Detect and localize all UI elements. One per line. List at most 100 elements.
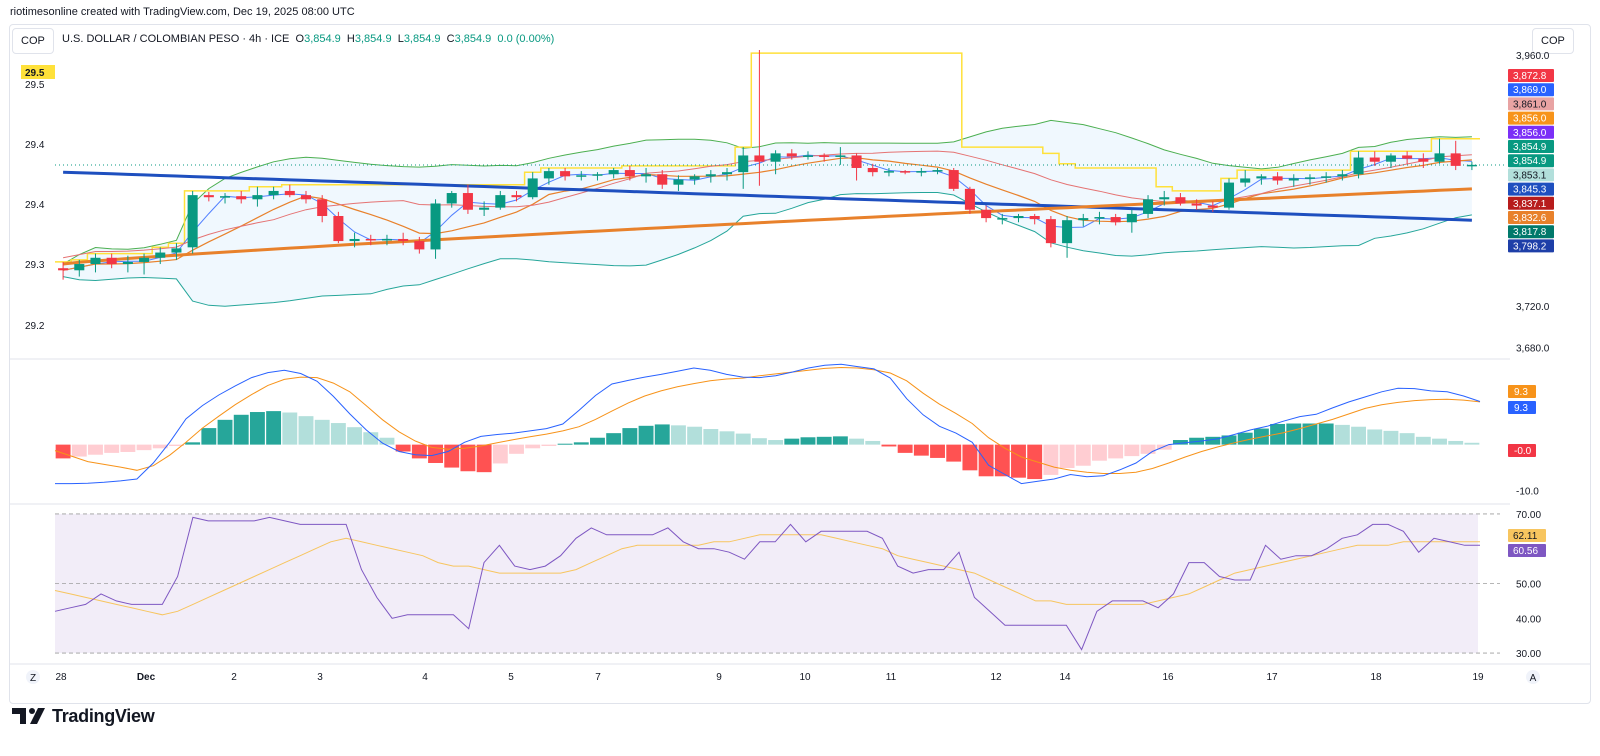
price-tag-label: 3,872.8 [1513, 71, 1547, 82]
time-axis-tick: 11 [886, 672, 897, 683]
candle-down [203, 195, 214, 198]
candle-up [1143, 199, 1154, 214]
macd-histogram-bar [638, 425, 654, 445]
macd-histogram-bar [1334, 424, 1350, 445]
left-axis-tick: 29.4 [25, 140, 45, 151]
macd-histogram-bar [185, 442, 201, 445]
macd-histogram-bar [1351, 426, 1366, 445]
candle-up [1256, 176, 1267, 179]
macd-histogram-bar [249, 412, 265, 445]
macd-histogram-bar [395, 444, 411, 452]
macd-histogram-bar [169, 444, 184, 446]
candle-up [171, 248, 182, 253]
channel-high-line [55, 52, 1480, 263]
macd-histogram-bar [881, 444, 897, 447]
zoom-toggle-label: Z [30, 673, 36, 684]
candle-up [1321, 176, 1332, 178]
change-value: 0.0 (0.00%) [497, 33, 555, 45]
macd-histogram-bar [1027, 444, 1043, 480]
macd-histogram-bar [363, 432, 379, 445]
macd-histogram-bar [136, 444, 152, 451]
candle-up [1240, 178, 1251, 183]
candle-up [1126, 213, 1137, 223]
chart-frame [9, 24, 1591, 704]
rsi-tag-label: 60.56 [1513, 546, 1538, 557]
macd-axis-tick: -10.0 [1516, 487, 1539, 498]
macd-histogram-bar [1205, 436, 1221, 445]
candle-up [770, 153, 781, 162]
candle-up [479, 207, 490, 210]
zoom-toggle-icon[interactable] [26, 670, 40, 684]
macd-histogram-bar [120, 444, 136, 452]
macd-histogram-bar [1237, 432, 1253, 445]
candle-down [624, 170, 635, 177]
candle-up [1434, 153, 1445, 162]
candle-down [964, 188, 975, 210]
macd-histogram-bar [897, 444, 913, 453]
candle-down [365, 238, 376, 241]
time-axis-tick: 17 [1266, 672, 1278, 683]
candle-down [414, 241, 425, 250]
candle-down [851, 155, 862, 168]
close-value: 3,854.9 [454, 33, 492, 45]
chart-caption: riotimesonline created with TradingView.… [10, 6, 355, 18]
candle-up [139, 257, 150, 262]
price-tag [1508, 225, 1554, 239]
candle-down [786, 153, 797, 157]
macd-histogram-bar [962, 444, 978, 471]
tradingview-logo[interactable]: TradingView [12, 704, 155, 728]
candle-down [1175, 197, 1186, 204]
macd-tag [1508, 444, 1536, 457]
candle-down [981, 209, 992, 219]
price-tag-label: 3,861.0 [1513, 99, 1547, 110]
price-tag [1508, 111, 1554, 125]
macd-histogram-bar [670, 425, 686, 445]
macd-histogram-bar [1124, 444, 1140, 457]
macd-histogram-bar [509, 444, 524, 454]
macd-histogram-bar [1286, 423, 1302, 445]
symbol-name[interactable]: U.S. DOLLAR / COLOMBIAN PESO · 4h · ICE [62, 33, 290, 45]
macd-line [55, 363, 1481, 485]
candle-up [835, 155, 846, 157]
candle-down [1029, 216, 1040, 220]
time-axis-tick: 12 [990, 672, 1002, 683]
macd-tag-label: 9.3 [1514, 403, 1528, 414]
time-axis-tick: 3 [317, 672, 323, 683]
candle-down [58, 268, 69, 271]
currency-button-right[interactable]: COP [1532, 28, 1574, 54]
price-tag [1508, 69, 1554, 82]
candle-up [1062, 220, 1073, 244]
candle-down [1369, 157, 1380, 162]
macd-histogram-bar [1075, 444, 1091, 466]
candle-up [74, 264, 85, 271]
candle-down [462, 193, 473, 210]
candle-up [802, 155, 814, 157]
bollinger-upper-line [62, 119, 1472, 265]
long-ma-orange-line [62, 187, 1472, 266]
time-axis-tick: 7 [595, 672, 601, 683]
left-axis-tick: 29.5 [25, 80, 45, 91]
candle-up [90, 257, 101, 265]
macd-histogram-bar [1140, 444, 1156, 454]
mid-ma-line [62, 157, 1472, 271]
currency-button-left[interactable]: COP [12, 28, 54, 54]
candle-down [333, 216, 344, 242]
price-tag [1508, 154, 1554, 168]
price-tag-label: 3,854.9 [1513, 142, 1547, 153]
macd-histogram-bar [1399, 433, 1415, 445]
macd-histogram-bar [217, 419, 233, 445]
candle-up [721, 172, 733, 175]
macd-tag-label: -0.0 [1514, 446, 1532, 457]
macd-tag-label: 9.3 [1514, 387, 1528, 398]
macd-histogram-bar [832, 436, 848, 445]
open-label: O [295, 33, 305, 45]
tradingview-wordmark: TradingView [52, 705, 155, 726]
time-axis-tick: 19 [1472, 672, 1484, 683]
macd-histogram-bar [1432, 438, 1447, 445]
high-value: 3,854.9 [354, 33, 392, 45]
auto-scale-icon[interactable] [1526, 670, 1540, 684]
macd-tag [1508, 385, 1536, 398]
price-tag [1508, 140, 1554, 153]
macd-histogram-bar [703, 429, 719, 445]
